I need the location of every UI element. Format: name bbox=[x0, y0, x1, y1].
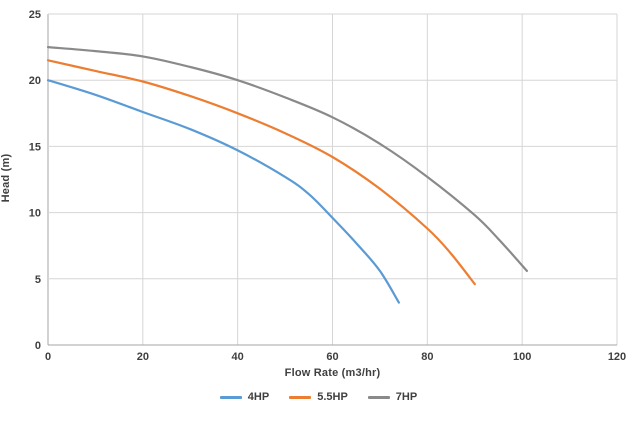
legend-label: 7HP bbox=[395, 391, 418, 403]
legend-line-icon bbox=[289, 395, 312, 399]
x-tick-label: 120 bbox=[608, 351, 626, 363]
series-line-5.5HP bbox=[46, 59, 476, 286]
y-tick-label: 5 bbox=[35, 274, 41, 286]
y-tick-label: 0 bbox=[35, 340, 41, 352]
y-tick-label: 20 bbox=[29, 75, 41, 87]
y-tick-label: 25 bbox=[29, 9, 41, 21]
x-tick-label: 0 bbox=[45, 351, 51, 363]
legend-item-5.5HP: 5.5HP bbox=[289, 391, 348, 403]
legend-line-icon bbox=[219, 395, 242, 399]
legend-line-icon bbox=[367, 395, 390, 399]
series-line-4HP bbox=[46, 79, 400, 304]
series-line-7HP bbox=[46, 46, 528, 272]
x-tick-label: 40 bbox=[232, 351, 244, 363]
legend-label: 4HP bbox=[247, 391, 270, 403]
legend: 4HP 5.5HP 7HP bbox=[0, 391, 637, 403]
x-tick-label: 80 bbox=[421, 351, 433, 363]
legend-item-7HP: 7HP bbox=[367, 391, 418, 403]
y-tick-label: 10 bbox=[29, 208, 41, 220]
x-tick-label: 60 bbox=[326, 351, 338, 363]
legend-item-4HP: 4HP bbox=[219, 391, 270, 403]
y-tick-label: 15 bbox=[29, 141, 41, 153]
x-axis-label: Flow Rate (m3/hr) bbox=[284, 367, 381, 379]
x-tick-label: 100 bbox=[513, 351, 531, 363]
legend-label: 5.5HP bbox=[317, 391, 348, 403]
y-axis-label: Head (m) bbox=[0, 153, 12, 203]
x-tick-label: 20 bbox=[137, 351, 149, 363]
